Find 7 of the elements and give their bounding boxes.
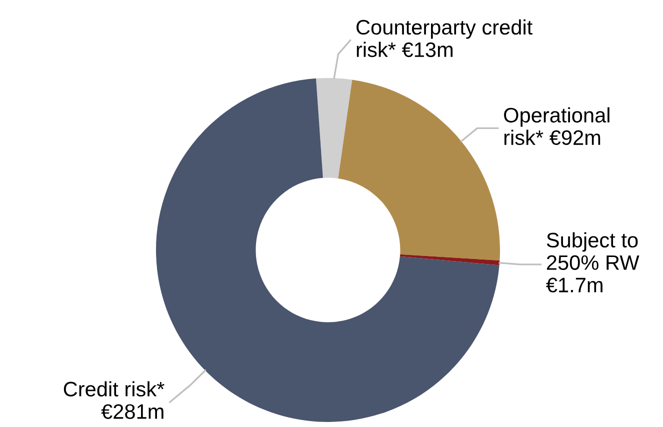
slice-label: Operational risk* €92m: [504, 107, 610, 146]
donut-slice: [400, 254, 500, 266]
slice-label: Counterparty credit risk* €13m: [356, 19, 532, 58]
slice-label: Credit risk* €281m: [64, 381, 164, 419]
donut-slice: [338, 80, 500, 260]
donut-slice: [316, 78, 352, 178]
slice-label: Subject to 250% RW €1.7m: [546, 232, 640, 292]
